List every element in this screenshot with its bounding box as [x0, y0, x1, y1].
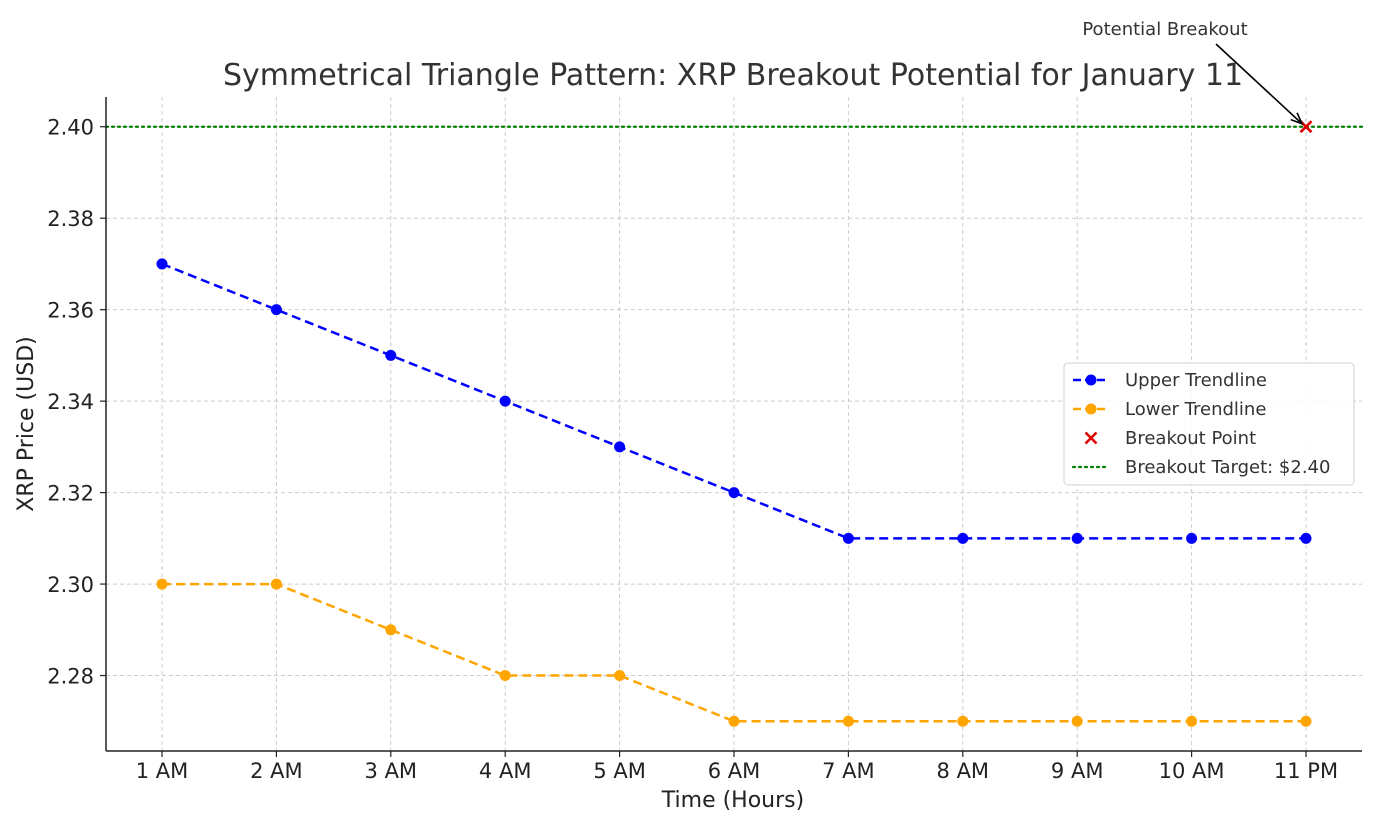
- annotation: Potential Breakout: [1082, 19, 1304, 126]
- y-tick-label: 2.36: [47, 299, 94, 323]
- x-tick-label: 5 AM: [593, 759, 646, 783]
- axes: [100, 97, 1362, 757]
- breakout-x-stroke: [1299, 120, 1313, 134]
- x-axis-label: Time (Hours): [661, 788, 804, 813]
- series-point: [270, 304, 282, 316]
- annotation-text: Potential Breakout: [1082, 19, 1247, 40]
- legend-label: Lower Trendline: [1125, 399, 1266, 420]
- legend-entry: Lower Trendline: [1073, 399, 1266, 420]
- series-point: [957, 715, 969, 727]
- series-line: [162, 582, 1306, 723]
- series-point: [156, 258, 168, 270]
- legend-entry: Breakout Point: [1084, 428, 1256, 449]
- annotation-arrowhead: [1290, 112, 1304, 126]
- legend-entry: Breakout Target: $2.40: [1071, 457, 1330, 478]
- y-tick-label: 2.30: [47, 573, 94, 597]
- series-point: [614, 441, 626, 453]
- x-tick-label: 9 AM: [1051, 759, 1104, 783]
- annotation-arrow: [1215, 43, 1303, 125]
- legend: Upper Trendline Lower Trendline Breakout P…: [1063, 362, 1355, 486]
- x-tick-label: 10 AM: [1159, 759, 1225, 783]
- legend-label: Breakout Point: [1125, 428, 1256, 449]
- x-tick-label: 4 AM: [479, 759, 532, 783]
- series-point: [614, 670, 626, 682]
- series-point: [728, 715, 740, 727]
- series-point: [385, 349, 397, 361]
- legend-swatch-marker: [1085, 403, 1097, 415]
- series-point: [385, 624, 397, 636]
- y-tick-label: 2.40: [47, 116, 94, 140]
- y-axis-label: XRP Price (USD): [14, 336, 39, 511]
- x-tick-label: 7 AM: [822, 759, 875, 783]
- series-point: [1186, 532, 1198, 544]
- series-point: [728, 487, 740, 499]
- legend-swatch-marker: [1085, 374, 1097, 386]
- series-layer: [156, 120, 1313, 727]
- legend-label: Breakout Target: $2.40: [1125, 457, 1330, 478]
- series-point: [842, 715, 854, 727]
- x-tick-label: 3 AM: [365, 759, 418, 783]
- x-tick-label: 11 PM: [1274, 759, 1338, 783]
- series-point: [1071, 715, 1083, 727]
- series-point: [499, 670, 511, 682]
- series-point: [499, 395, 511, 407]
- legend-label: Upper Trendline: [1125, 370, 1267, 391]
- y-tick-label: 2.28: [47, 665, 94, 689]
- series-point: [1300, 532, 1312, 544]
- series-point: [1300, 715, 1312, 727]
- legend-entry: Upper Trendline: [1073, 370, 1267, 391]
- y-tick-label: 2.32: [47, 482, 94, 506]
- y-tick-label: 2.38: [47, 207, 94, 231]
- series-point: [1071, 532, 1083, 544]
- x-tick-label: 8 AM: [937, 759, 990, 783]
- series-point: [1186, 715, 1198, 727]
- series-point: [156, 578, 168, 590]
- series-point: [957, 532, 969, 544]
- series-point: [270, 578, 282, 590]
- series-point: [842, 532, 854, 544]
- x-tick-label: 6 AM: [708, 759, 761, 783]
- legend-swatch-x: [1084, 431, 1098, 445]
- x-tick-label: 1 AM: [136, 759, 189, 783]
- x-tick-label: 2 AM: [250, 759, 303, 783]
- chart-title: Symmetrical Triangle Pattern: XRP Breako…: [223, 58, 1243, 93]
- legend-box: [1063, 362, 1355, 486]
- y-tick-label: 2.34: [47, 390, 94, 414]
- tick-labels: 1 AM 2 AM 3 AM 4 AM 5 AM 6 AM 7 AM 8 AM 9 AM 10 A…: [47, 116, 1338, 783]
